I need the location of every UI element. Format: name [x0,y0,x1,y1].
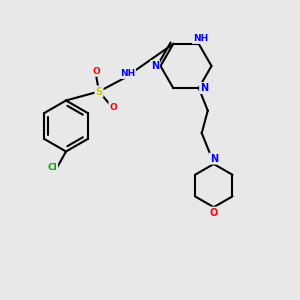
Text: NH: NH [120,69,135,78]
Text: N: N [200,83,208,93]
Text: S: S [95,86,103,97]
Text: N: N [151,61,159,71]
Text: N: N [210,154,218,164]
Text: NH: NH [193,34,208,43]
Text: O: O [92,67,100,76]
Text: O: O [109,103,117,112]
Text: O: O [210,208,218,218]
Text: Cl: Cl [47,163,57,172]
